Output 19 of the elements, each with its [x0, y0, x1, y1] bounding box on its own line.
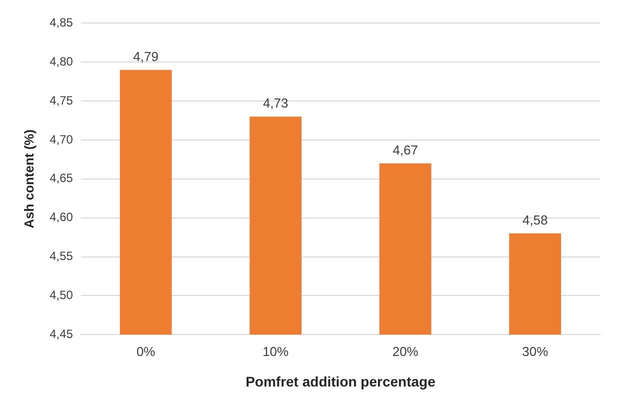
data-label: 4,79 [133, 48, 158, 64]
y-tick-label: 4,60 [50, 210, 74, 224]
data-label: 4,58 [522, 212, 548, 228]
x-tick-label: 30% [522, 344, 549, 359]
y-tick-label: 4,75 [50, 93, 74, 108]
y-tick-label: 4,55 [50, 249, 74, 264]
data-label: 4,73 [262, 96, 288, 111]
x-tick-label: 10% [262, 344, 290, 359]
y-tick-label: 4,80 [50, 54, 74, 68]
y-tick-label: 4,45 [50, 326, 74, 341]
y-tick-label: 4,85 [50, 16, 74, 30]
y-tick-label: 4,50 [50, 288, 74, 302]
x-axis-title: Pomfret addition percentage [246, 373, 436, 390]
x-tick-label: 20% [392, 344, 419, 359]
x-tick-label: 0% [136, 344, 156, 359]
y-tick-label: 4,65 [50, 171, 74, 186]
data-label: 4,67 [392, 142, 418, 158]
y-axis-title: Ash content (%) [21, 129, 36, 228]
y-tick-label: 4,70 [50, 132, 74, 146]
